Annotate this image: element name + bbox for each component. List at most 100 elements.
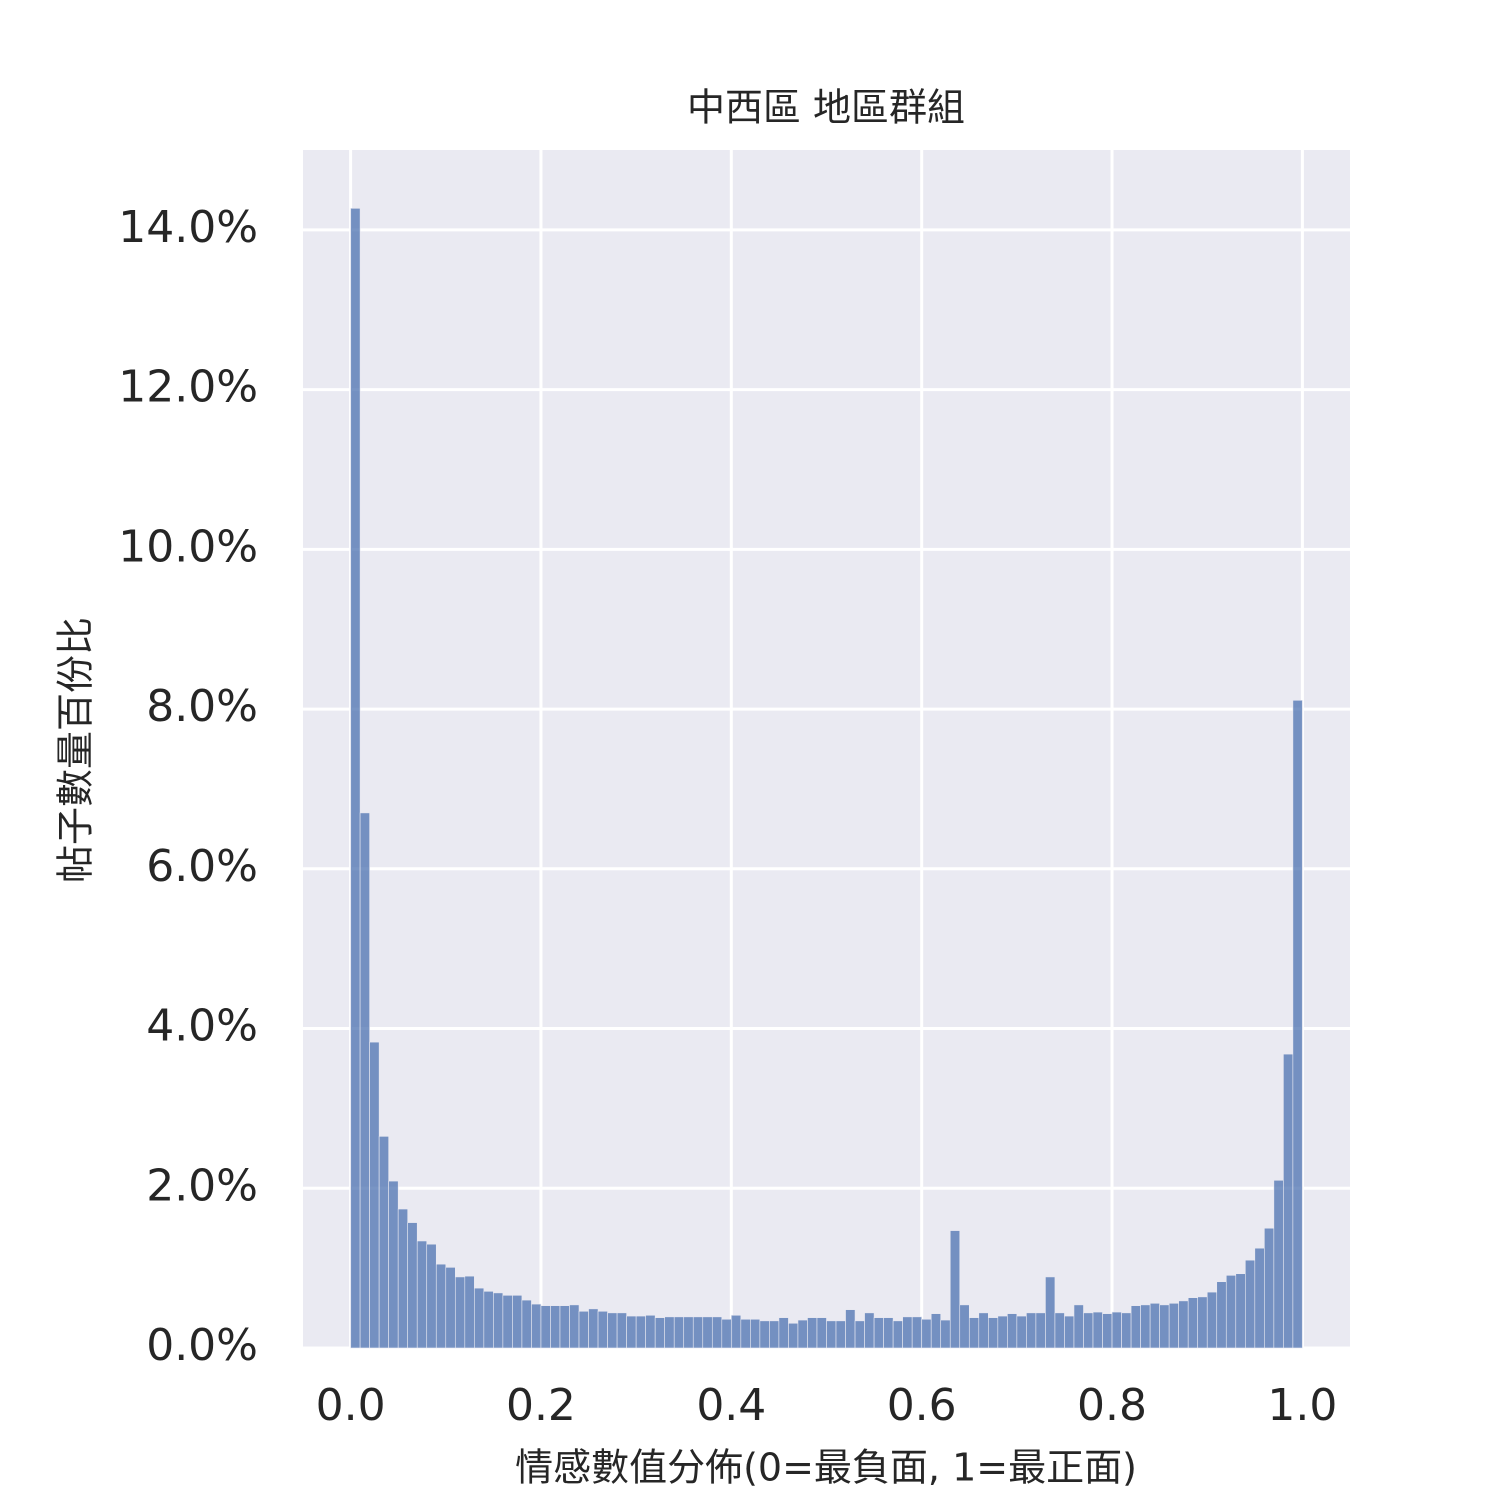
bar [474, 1287, 485, 1349]
x-tick-label: 0.8 [1077, 1380, 1147, 1431]
bar [673, 1316, 685, 1349]
bar [940, 1319, 951, 1349]
bar [435, 1263, 447, 1349]
bar [1178, 1300, 1189, 1349]
bar [521, 1299, 532, 1349]
bar [1235, 1273, 1246, 1349]
bar [949, 1230, 961, 1349]
bar [493, 1292, 504, 1349]
bar [540, 1305, 551, 1349]
bar [835, 1320, 846, 1349]
bar [1225, 1275, 1237, 1349]
bar [759, 1320, 770, 1349]
bar [988, 1317, 999, 1349]
bar [1273, 1179, 1284, 1349]
bar [654, 1317, 665, 1349]
bar [350, 208, 361, 1349]
bar [816, 1317, 827, 1349]
bar [397, 1208, 409, 1349]
bar [1083, 1312, 1094, 1349]
chart-title: 中西區 地區群組 [687, 86, 965, 130]
y-tick-label: 2.0% [146, 1160, 258, 1211]
bar [1206, 1291, 1218, 1349]
bar [664, 1316, 675, 1349]
bar [578, 1310, 589, 1349]
bar [1073, 1304, 1084, 1349]
bar [378, 1136, 389, 1349]
bar [1245, 1259, 1256, 1349]
bar [359, 812, 370, 1349]
bar [892, 1320, 903, 1349]
x-tick-label: 0.6 [887, 1380, 957, 1431]
x-tick-label: 0.0 [316, 1380, 386, 1431]
bar [731, 1314, 742, 1349]
x-axis-label: 情感數值分佈(0=最負面, 1=最正面) [515, 1446, 1137, 1490]
bar [512, 1294, 523, 1349]
x-tick-label: 0.4 [696, 1380, 766, 1431]
bar [502, 1294, 513, 1349]
bar [797, 1319, 808, 1349]
bar [721, 1318, 732, 1349]
x-tick-label: 0.2 [506, 1380, 576, 1431]
y-tick-label: 12.0% [118, 362, 258, 413]
bar [416, 1240, 428, 1349]
y-tick-label: 8.0% [146, 681, 258, 732]
bar [369, 1041, 380, 1349]
bar [1159, 1304, 1170, 1349]
bar [911, 1316, 922, 1349]
bar [1187, 1297, 1199, 1349]
bar [692, 1316, 704, 1349]
y-tick-label: 4.0% [146, 1001, 258, 1052]
bar [1292, 699, 1303, 1349]
bar [635, 1315, 646, 1349]
bar [483, 1290, 494, 1349]
y-tick-label: 0.0% [146, 1320, 258, 1371]
bar [769, 1320, 780, 1349]
bar [559, 1305, 570, 1349]
bar [902, 1316, 913, 1349]
bar [1111, 1311, 1122, 1349]
bar [788, 1322, 799, 1349]
bar [1168, 1302, 1179, 1349]
bar [1102, 1313, 1113, 1349]
bar [959, 1304, 970, 1349]
y-tick-label: 14.0% [118, 202, 258, 253]
bar [921, 1318, 932, 1349]
bar [569, 1304, 580, 1349]
bar [930, 1313, 942, 1349]
bar [826, 1320, 837, 1349]
bar [978, 1312, 989, 1349]
bar [1064, 1315, 1075, 1349]
y-tick-label: 10.0% [118, 521, 258, 572]
bar [1216, 1281, 1227, 1349]
bar [683, 1316, 694, 1349]
bar [883, 1317, 894, 1349]
bar [1264, 1227, 1275, 1349]
bar [1054, 1312, 1065, 1349]
bar [1149, 1302, 1160, 1349]
bar [407, 1222, 418, 1349]
bar [873, 1317, 884, 1349]
bar [1007, 1313, 1018, 1349]
bar [588, 1308, 599, 1349]
bar [740, 1318, 751, 1349]
bar [1140, 1304, 1151, 1349]
bar [864, 1312, 875, 1349]
bar [388, 1180, 399, 1349]
bar [445, 1267, 456, 1349]
bar [626, 1315, 637, 1349]
bar [1035, 1312, 1046, 1349]
bar [1016, 1315, 1027, 1349]
bar [1197, 1296, 1208, 1349]
bar [711, 1316, 723, 1349]
bar [464, 1275, 475, 1349]
bar [616, 1312, 627, 1349]
bar [607, 1312, 618, 1349]
bar [807, 1317, 818, 1349]
bar [597, 1310, 608, 1349]
bar [778, 1317, 789, 1349]
bar [1026, 1312, 1037, 1349]
bar [702, 1316, 713, 1349]
plot-background [303, 150, 1350, 1348]
